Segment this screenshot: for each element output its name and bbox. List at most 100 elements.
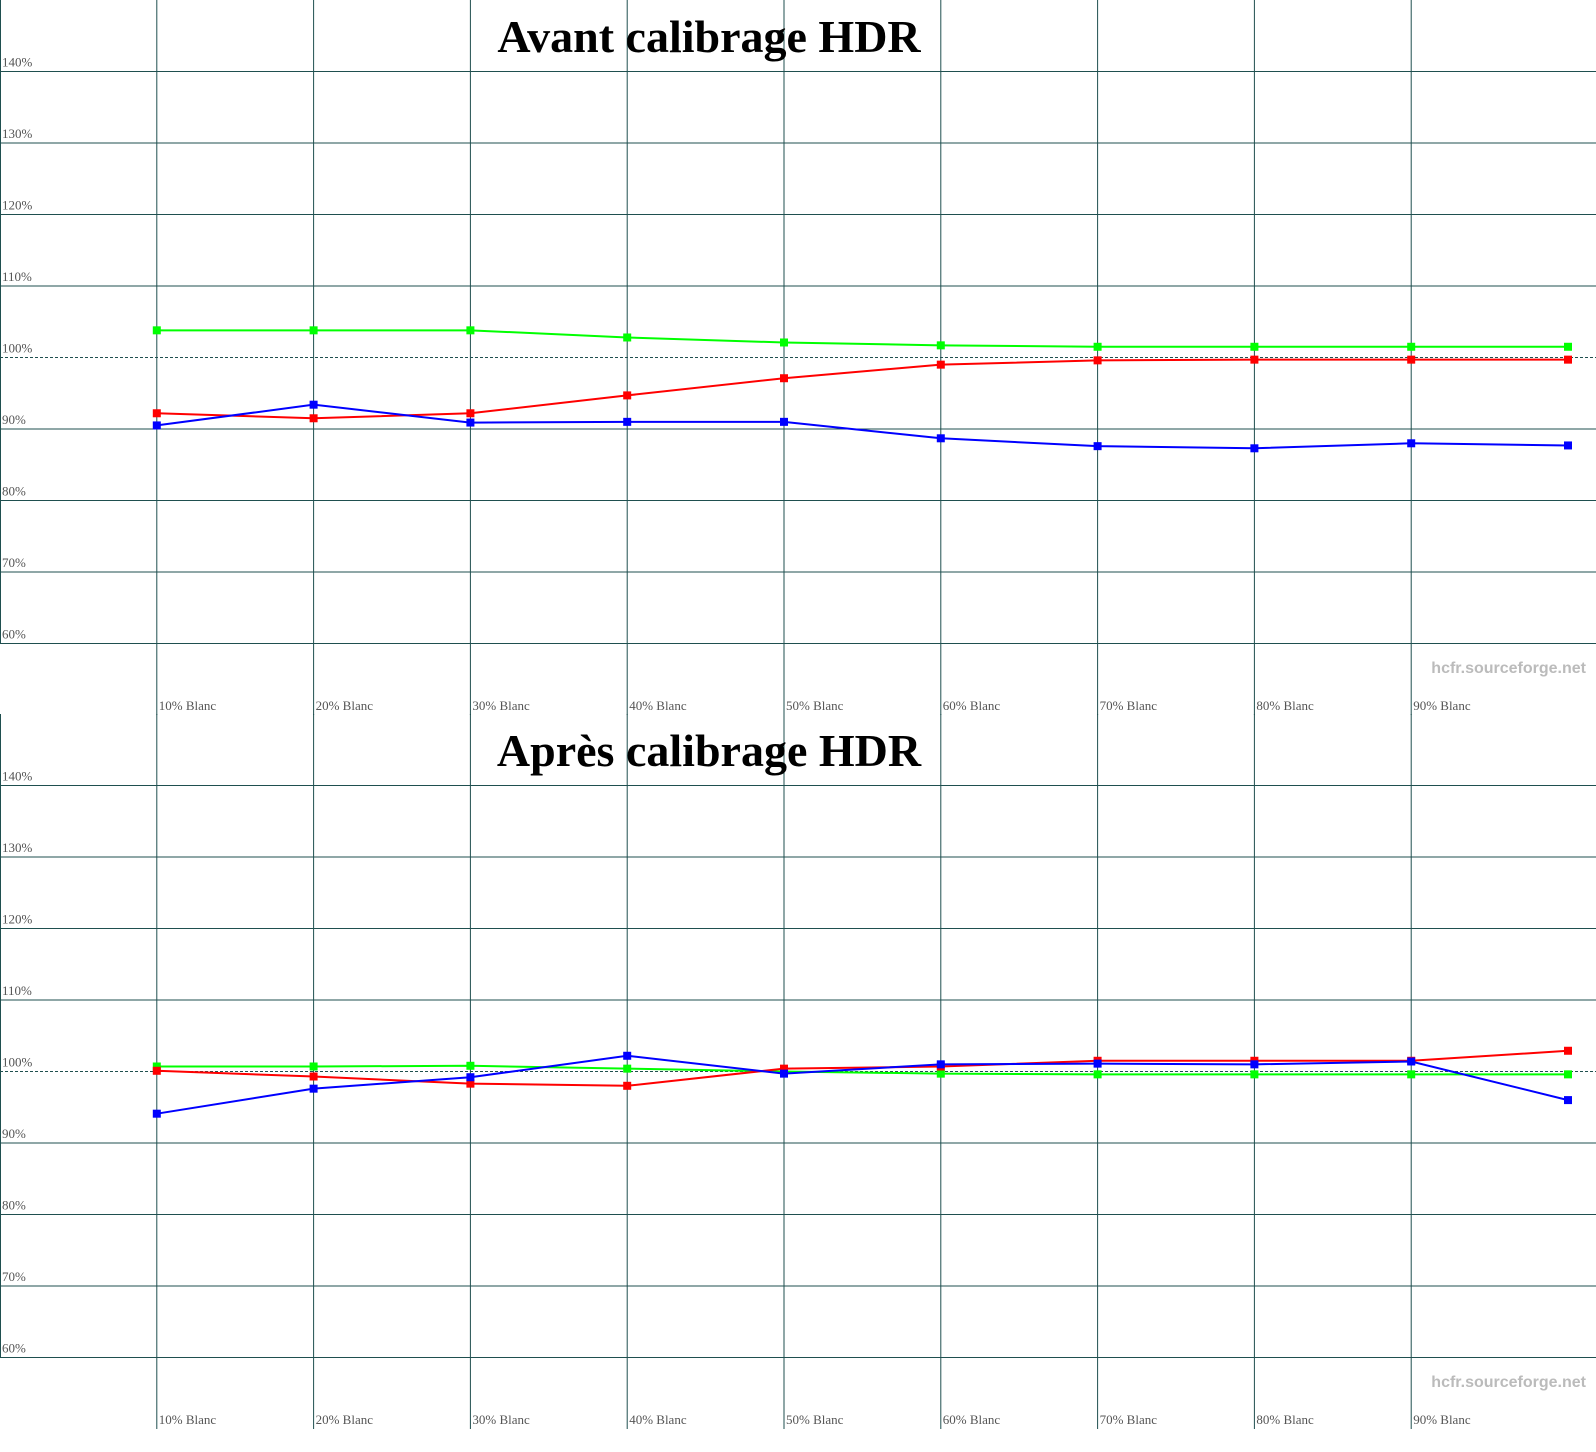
- point: [1564, 441, 1572, 450]
- y-tick-label: 80%: [2, 484, 26, 499]
- point: [623, 1051, 632, 1060]
- point: [780, 338, 788, 347]
- point: [466, 418, 475, 427]
- x-tick-label: 80% Blanc: [1256, 1412, 1314, 1427]
- point: [936, 1069, 945, 1078]
- point: [936, 1060, 945, 1069]
- x-tick-label: 70% Blanc: [1100, 698, 1158, 713]
- y-tick-label: 120%: [2, 912, 33, 927]
- x-tick-label: 20% Blanc: [316, 1412, 374, 1427]
- point: [1564, 342, 1572, 351]
- point: [1093, 442, 1102, 451]
- point: [152, 1109, 161, 1118]
- point: [309, 1072, 318, 1081]
- point: [1564, 1046, 1572, 1055]
- point: [309, 400, 318, 409]
- point: [780, 374, 788, 383]
- point: [1407, 355, 1416, 364]
- watermark: hcfr.sourceforge.net: [1431, 660, 1586, 677]
- series-line: [156, 1049, 1569, 1087]
- point: [1564, 355, 1572, 364]
- point: [1250, 1060, 1259, 1069]
- y-tick-label: 60%: [2, 627, 26, 642]
- point: [936, 434, 945, 443]
- point: [780, 1069, 788, 1078]
- watermark: hcfr.sourceforge.net: [1431, 1374, 1586, 1391]
- y-tick-label: 60%: [2, 1341, 26, 1356]
- series-line: [156, 1064, 1568, 1076]
- point: [1407, 439, 1416, 448]
- y-tick-label: 80%: [2, 1198, 26, 1213]
- y-tick-label: 70%: [2, 555, 26, 570]
- point: [623, 333, 632, 342]
- point: [1564, 1096, 1572, 1105]
- series-line: [156, 403, 1569, 450]
- point: [623, 417, 632, 426]
- point: [466, 1079, 475, 1088]
- point: [152, 409, 161, 418]
- point: [466, 1073, 475, 1082]
- point: [466, 326, 475, 335]
- point: [1407, 342, 1416, 351]
- series-line: [156, 1054, 1569, 1115]
- chart-title: Avant calibrage HDR: [497, 11, 921, 62]
- x-tick-label: 80% Blanc: [1256, 698, 1314, 713]
- x-tick-label: 40% Blanc: [629, 1412, 687, 1427]
- y-tick-label: 140%: [2, 769, 33, 784]
- point: [309, 326, 318, 335]
- point: [1407, 1057, 1416, 1066]
- x-tick-label: 60% Blanc: [943, 698, 1001, 713]
- point: [780, 417, 788, 426]
- point: [152, 326, 161, 335]
- y-tick-label: 90%: [2, 1126, 26, 1141]
- x-tick-label: 50% Blanc: [786, 698, 844, 713]
- x-tick-label: 10% Blanc: [159, 698, 217, 713]
- y-tick-label: 130%: [2, 126, 33, 141]
- x-tick-label: 70% Blanc: [1100, 1412, 1158, 1427]
- point: [1093, 1070, 1102, 1079]
- x-tick-label: 90% Blanc: [1413, 1412, 1471, 1427]
- point: [1250, 1070, 1259, 1079]
- point: [309, 414, 318, 423]
- x-tick-label: 90% Blanc: [1413, 698, 1471, 713]
- y-tick-label: 120%: [2, 198, 33, 213]
- point: [309, 1062, 318, 1071]
- y-tick-label: 140%: [2, 55, 33, 70]
- point: [1250, 342, 1259, 351]
- point: [936, 360, 945, 369]
- y-tick-label: 100%: [2, 341, 33, 356]
- x-tick-label: 30% Blanc: [472, 1412, 530, 1427]
- point: [1093, 342, 1102, 351]
- point: [1093, 356, 1102, 365]
- x-tick-label: 40% Blanc: [629, 698, 687, 713]
- series-line: [156, 358, 1568, 420]
- point: [152, 421, 161, 430]
- x-tick-label: 30% Blanc: [472, 698, 530, 713]
- point: [466, 409, 475, 418]
- point: [1407, 1070, 1416, 1079]
- point: [309, 1084, 318, 1093]
- y-tick-label: 90%: [2, 412, 26, 427]
- point: [466, 1061, 475, 1070]
- y-tick-label: 110%: [2, 269, 32, 284]
- chart-title: Après calibrage HDR: [497, 725, 922, 776]
- x-tick-label: 60% Blanc: [943, 1412, 1001, 1427]
- point: [152, 1066, 161, 1075]
- point: [152, 1062, 161, 1071]
- point: [623, 391, 632, 400]
- point: [1093, 1059, 1102, 1068]
- y-tick-label: 100%: [2, 1055, 33, 1070]
- point: [623, 1064, 632, 1073]
- y-tick-label: 110%: [2, 983, 32, 998]
- point: [1564, 1070, 1572, 1079]
- x-tick-label: 20% Blanc: [316, 698, 374, 713]
- series-line: [156, 329, 1568, 348]
- point: [623, 1081, 632, 1090]
- y-tick-label: 130%: [2, 840, 33, 855]
- x-tick-label: 50% Blanc: [786, 1412, 844, 1427]
- point: [936, 341, 945, 350]
- point: [1250, 355, 1259, 364]
- point: [1250, 444, 1259, 453]
- x-tick-label: 10% Blanc: [159, 1412, 217, 1427]
